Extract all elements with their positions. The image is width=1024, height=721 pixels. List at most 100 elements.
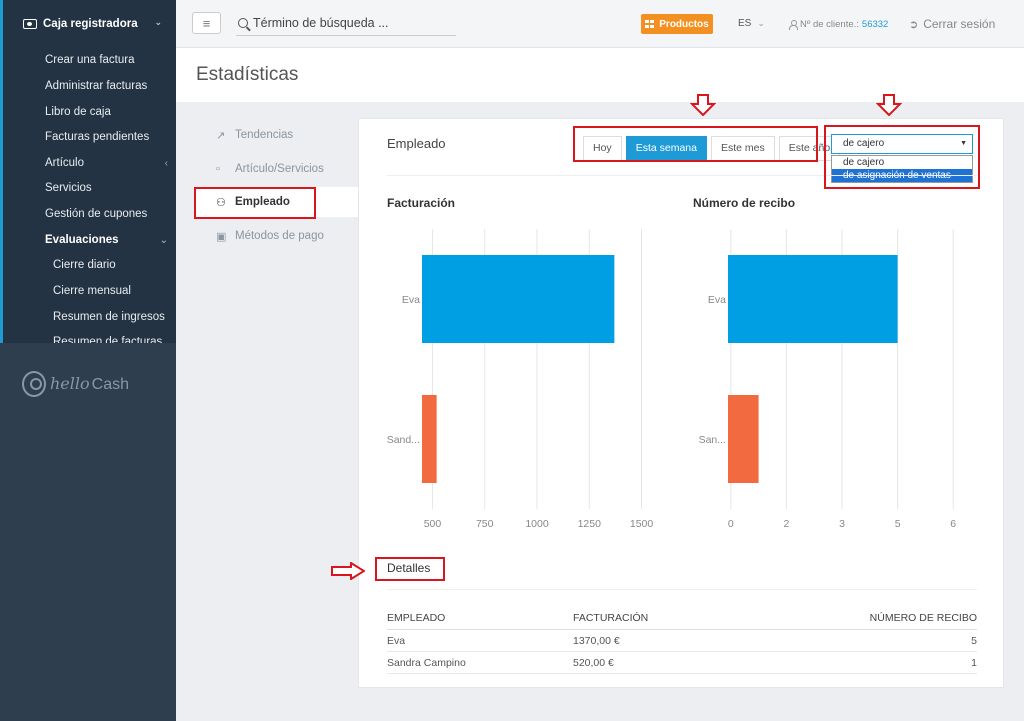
details-table: EMPLEADO FACTURACIÓN NÚMERO DE RECIBO Ev… xyxy=(387,607,977,674)
table-cell: Sandra Campino xyxy=(387,651,573,674)
chevron-left-icon: ‹ xyxy=(164,158,168,169)
sidebar-item-article[interactable]: Artículo ‹ xyxy=(3,151,176,176)
statistics-panel: Empleado Hoy Esta semana Este mes Este a… xyxy=(358,118,1004,688)
chart-title-revenue: Facturación xyxy=(387,196,456,210)
divider xyxy=(387,175,977,176)
search-input[interactable]: Término de búsqueda ... xyxy=(236,11,456,36)
bar xyxy=(422,395,437,483)
language-select[interactable]: ES ⌄ xyxy=(738,18,765,29)
column-header-revenue: FACTURACIÓN xyxy=(573,607,773,630)
table-cell: 5 xyxy=(773,629,977,652)
subnav-label: Empleado xyxy=(235,196,290,208)
employee-mode-select[interactable]: de cajero ▼ xyxy=(831,134,973,154)
x-tick-label: 5 xyxy=(895,518,901,530)
sidebar-item-pending-invoices[interactable]: Facturas pendientes xyxy=(45,131,150,143)
subnav-trends[interactable]: ↗ Tendencias xyxy=(196,120,358,150)
table-cell: 1370,00 € xyxy=(573,629,773,652)
subnav-payment-methods[interactable]: ▣ Métodos de pago xyxy=(196,221,358,251)
x-tick-label: 2 xyxy=(783,518,789,530)
page-header: Estadísticas xyxy=(176,48,1024,102)
location-pin-icon xyxy=(22,371,46,397)
sidebar-item-invoice-summary[interactable]: Resumen de facturas xyxy=(53,336,163,343)
sidebar-item-daily-closing[interactable]: Cierre diario xyxy=(53,259,116,271)
column-header-employee: EMPLEADO xyxy=(387,607,573,630)
bar xyxy=(728,255,898,343)
logout-label: Cerrar sesión xyxy=(923,17,996,31)
x-tick-label: 0 xyxy=(728,518,734,530)
topbar: ≡ Término de búsqueda ... Productos ES ⌄ … xyxy=(176,0,1024,48)
table-cell: Eva xyxy=(387,629,573,652)
column-header-receipt-count: NÚMERO DE RECIBO xyxy=(773,607,977,630)
page-title: Estadísticas xyxy=(196,64,299,85)
folder-icon: ▫ xyxy=(216,163,220,175)
period-selector: Hoy Esta semana Este mes Este año xyxy=(583,136,841,161)
bar xyxy=(422,255,615,343)
x-tick-label: 750 xyxy=(476,518,494,530)
period-this-week-button[interactable]: Esta semana xyxy=(625,136,707,161)
subnav-employee[interactable]: ⚇ Empleado xyxy=(196,187,358,217)
sidebar-item-label: Artículo xyxy=(45,157,84,169)
products-label: Productos xyxy=(659,18,709,30)
x-tick-label: 3 xyxy=(839,518,845,530)
bar xyxy=(728,395,759,483)
search-placeholder: Término de búsqueda ... xyxy=(253,16,389,30)
subnav-label: Artículo/Servicios xyxy=(235,163,324,175)
table-cell: 520,00 € xyxy=(573,651,773,674)
period-this-month-button[interactable]: Este mes xyxy=(710,136,775,161)
users-icon: ⚇ xyxy=(216,196,226,209)
subnav-articles[interactable]: ▫ Artículo/Servicios xyxy=(196,154,358,184)
period-today-button[interactable]: Hoy xyxy=(583,136,622,161)
table-row: Eva 1370,00 € 5 xyxy=(387,629,977,652)
user-icon xyxy=(789,20,798,30)
sidebar-item-coupons[interactable]: Gestión de cupones xyxy=(45,208,148,220)
employee-mode-options: de cajero de asignación de ventas xyxy=(831,155,973,183)
details-title: Detalles xyxy=(387,561,431,575)
receipts-bar-chart: 0 2 3 5 6 Eva San... xyxy=(699,229,956,530)
y-category-label: Eva xyxy=(402,294,420,306)
logo-script: hello xyxy=(50,374,90,393)
select-value: de cajero xyxy=(843,138,885,149)
hellocash-logo: hello Cash xyxy=(22,371,129,397)
sidebar-menu: Caja registradora ⌄ Crear una factura Ad… xyxy=(0,0,176,343)
menu-toggle-button[interactable]: ≡ xyxy=(192,12,221,34)
chart-title-receipts: Número de recibo xyxy=(693,196,796,210)
table-row: Sandra Campino 520,00 € 1 xyxy=(387,651,977,674)
y-category-label: Eva xyxy=(708,294,726,306)
annotation-arrow-down-icon xyxy=(876,94,902,116)
divider xyxy=(387,589,977,590)
client-label: Nº de cliente.: xyxy=(800,19,859,30)
sidebar-item-services[interactable]: Servicios xyxy=(45,182,92,194)
client-number-value[interactable]: 56332 xyxy=(861,19,889,30)
sidebar-item-manage-invoices[interactable]: Administrar facturas xyxy=(45,80,148,92)
sidebar-item-income-summary[interactable]: Resumen de ingresos xyxy=(53,311,165,323)
table-cell: 1 xyxy=(773,651,977,674)
sidebar-item-cash-book[interactable]: Libro de caja xyxy=(45,106,111,118)
select-option-cashier[interactable]: de cajero xyxy=(843,157,885,168)
hamburger-icon: ≡ xyxy=(202,15,211,31)
sidebar-item-monthly-closing[interactable]: Cierre mensual xyxy=(53,285,131,297)
revenue-bar-chart: 500 750 1000 1250 1500 Eva Sand... xyxy=(387,229,653,530)
chevron-down-icon: ⌄ xyxy=(154,17,162,27)
sidebar-item-label: Evaluaciones xyxy=(45,234,119,246)
cash-icon xyxy=(23,19,37,29)
sidebar-header-cash-register[interactable]: Caja registradora ⌄ xyxy=(3,0,176,48)
x-tick-label: 1000 xyxy=(525,518,549,530)
client-number: Nº de cliente.: 56332 xyxy=(789,19,888,30)
credit-card-icon: ▣ xyxy=(216,230,227,243)
logout-button[interactable]: ➲ Cerrar sesión xyxy=(909,17,995,31)
x-tick-label: 6 xyxy=(950,518,956,530)
sidebar-item-evaluations[interactable]: Evaluaciones ⌄ xyxy=(3,228,176,253)
subnav-label: Tendencias xyxy=(235,129,294,141)
grid-icon xyxy=(645,20,655,28)
sidebar-item-create-invoice[interactable]: Crear una factura xyxy=(45,54,135,66)
logo-text: Cash xyxy=(91,376,129,393)
y-category-label: Sand... xyxy=(387,434,420,446)
chevron-down-icon: ⌄ xyxy=(159,235,168,246)
y-category-label: San... xyxy=(699,434,726,446)
language-label: ES xyxy=(738,18,752,29)
sidebar: Caja registradora ⌄ Crear una factura Ad… xyxy=(0,0,176,721)
products-button[interactable]: Productos xyxy=(641,14,713,34)
subnav-label: Métodos de pago xyxy=(235,230,324,242)
chevron-down-icon: ⌄ xyxy=(757,18,765,28)
panel-title: Empleado xyxy=(387,136,446,151)
